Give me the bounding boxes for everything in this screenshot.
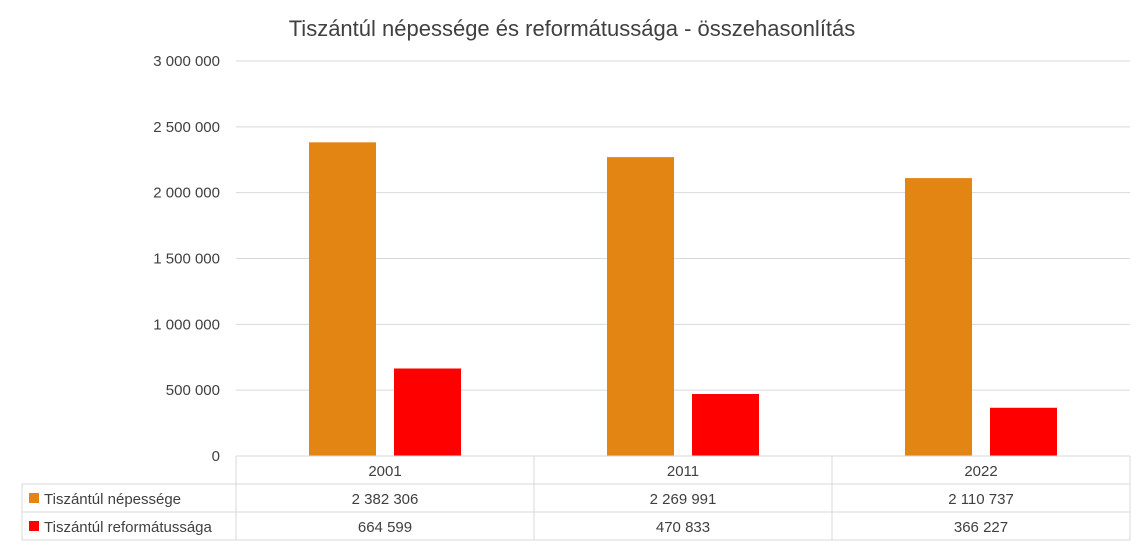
bar-reformatussaga-2001 — [394, 368, 461, 456]
data-table-value: 470 833 — [656, 519, 710, 536]
legend-key-reformatussaga — [29, 521, 39, 531]
data-table-value: 2 382 306 — [352, 491, 419, 508]
bar-nepessege-2001 — [309, 142, 376, 456]
data-table-value: 664 599 — [358, 519, 412, 536]
data-table-value: 2 269 991 — [650, 491, 717, 508]
y-tick-label: 2 500 000 — [153, 119, 220, 136]
gridlines — [236, 60, 1130, 391]
y-axis-tick-labels: 0 500 000 1 000 000 1 500 000 2 000 000 2 500… — [153, 53, 220, 465]
bar-reformatussaga-2011 — [692, 394, 759, 456]
y-tick-label: 1 500 000 — [153, 251, 220, 268]
y-tick-label: 500 000 — [166, 382, 220, 399]
data-table: 2001 2011 2022 Tiszántúl népessége 2 382 306… — [21, 455, 1131, 541]
x-tick-label: 2001 — [368, 463, 401, 480]
y-tick-label: 0 — [212, 448, 220, 465]
data-table-value: 366 227 — [954, 519, 1008, 536]
legend-key-nepessege — [29, 493, 39, 503]
x-tick-label: 2022 — [964, 463, 997, 480]
data-table-value: 2 110 737 — [948, 491, 1014, 508]
chart-title: Tiszántúl népessége és reformátussága - … — [289, 16, 856, 41]
bar-nepessege-2022 — [905, 178, 972, 456]
y-tick-label: 3 000 000 — [153, 53, 220, 70]
bar-reformatussaga-2022 — [990, 407, 1057, 456]
bars — [309, 142, 1057, 456]
bar-nepessege-2011 — [607, 157, 674, 456]
x-tick-label: 2011 — [667, 463, 699, 480]
y-tick-label: 1 000 000 — [153, 316, 220, 333]
y-tick-label: 2 000 000 — [153, 185, 220, 202]
legend-label: Tiszántúl reformátussága — [44, 519, 213, 536]
legend-label: Tiszántúl népessége — [44, 491, 181, 508]
